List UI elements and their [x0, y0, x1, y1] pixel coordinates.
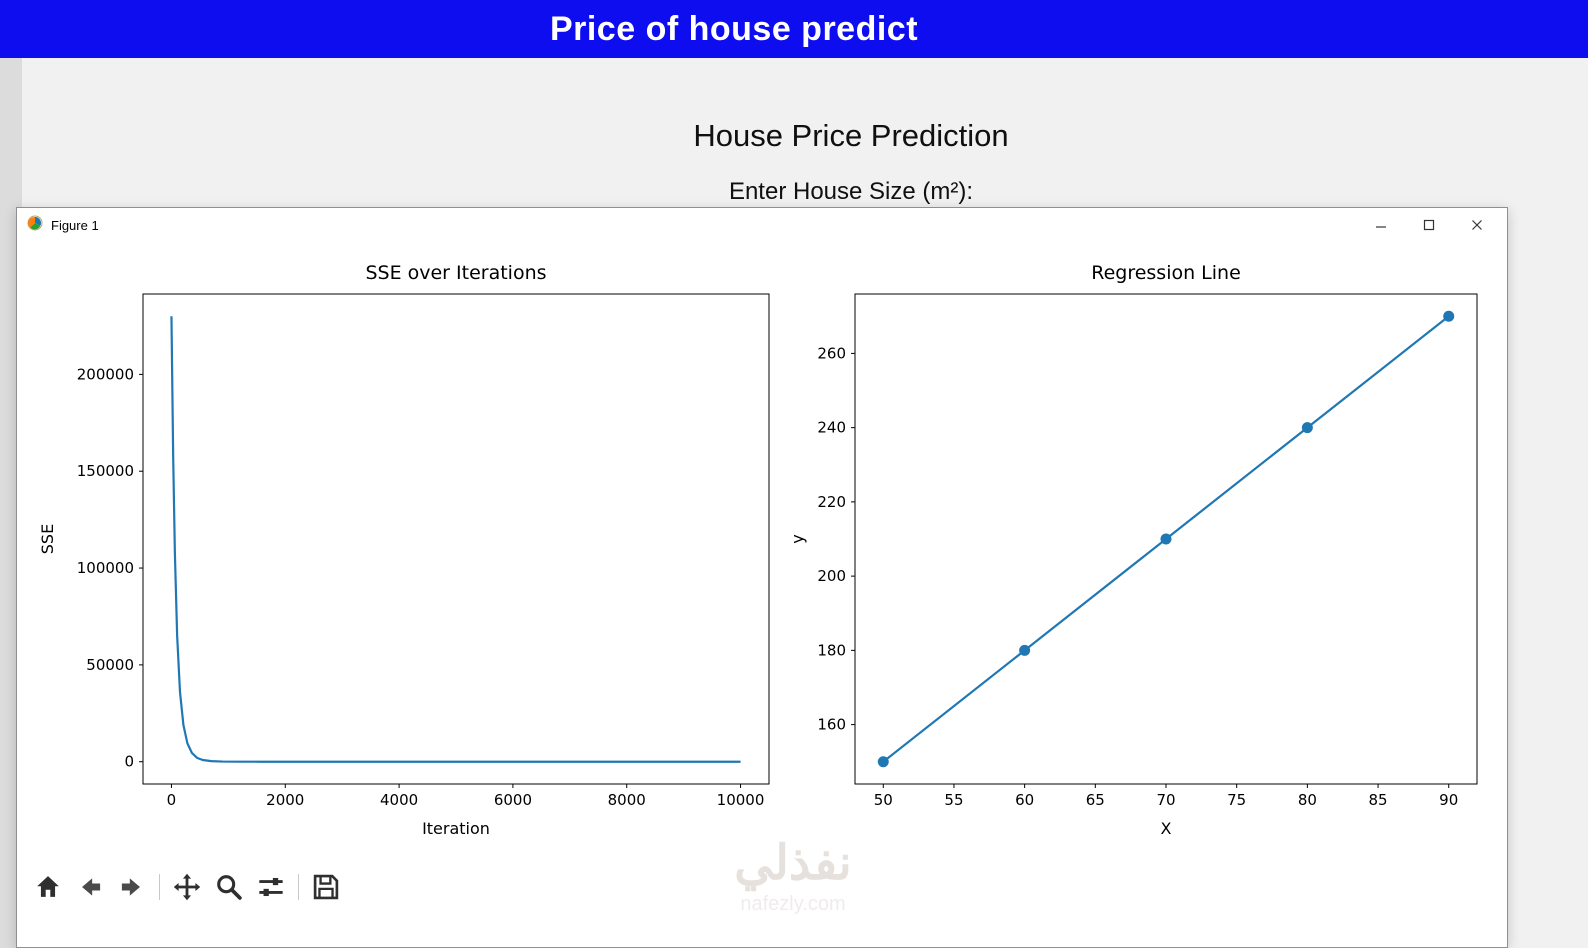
svg-text:10000: 10000	[717, 791, 765, 809]
svg-text:220: 220	[817, 493, 846, 511]
svg-text:240: 240	[817, 419, 846, 437]
svg-text:y: y	[788, 534, 807, 543]
matplotlib-logo-icon	[27, 215, 43, 236]
svg-text:200000: 200000	[77, 365, 134, 383]
svg-text:150000: 150000	[77, 462, 134, 480]
svg-text:6000: 6000	[494, 791, 532, 809]
figure-canvas: 0 2000 4000 6000 8000 10000 0 50000 100000 150000…	[17, 242, 1507, 947]
back-icon[interactable]	[75, 872, 105, 902]
toolbar-separator	[159, 874, 160, 900]
svg-text:55: 55	[944, 791, 963, 809]
svg-text:0: 0	[124, 753, 134, 771]
svg-text:SSE: SSE	[38, 524, 57, 554]
close-icon[interactable]	[1453, 208, 1501, 242]
save-icon[interactable]	[311, 872, 341, 902]
svg-text:SSE over Iterations: SSE over Iterations	[365, 262, 546, 284]
svg-text:90: 90	[1439, 791, 1458, 809]
configure-subplots-icon[interactable]	[256, 872, 286, 902]
banner-title: Price of house predict	[549, 9, 919, 48]
svg-text:Regression Line: Regression Line	[1091, 262, 1241, 284]
svg-text:X: X	[1161, 819, 1172, 838]
svg-text:65: 65	[1086, 791, 1105, 809]
figure-toolbar	[33, 872, 341, 902]
svg-text:8000: 8000	[608, 791, 646, 809]
svg-text:200: 200	[817, 567, 846, 585]
svg-text:60: 60	[1015, 791, 1034, 809]
svg-text:70: 70	[1156, 791, 1175, 809]
svg-text:75: 75	[1227, 791, 1246, 809]
sse-chart: 0 2000 4000 6000 8000 10000 0 50000 100000 150000…	[37, 256, 797, 856]
banner: Price of house predict	[0, 0, 1588, 58]
svg-text:4000: 4000	[380, 791, 418, 809]
svg-text:80: 80	[1298, 791, 1317, 809]
figure-window-titlebar[interactable]: Figure 1	[17, 208, 1507, 242]
page-title: House Price Prediction	[693, 118, 1009, 153]
maximize-icon[interactable]	[1405, 208, 1453, 242]
forward-icon[interactable]	[117, 872, 147, 902]
regression-chart: 50 55 60 65 70 75 80 85 90 160 180 200 220 240 260 Regr…	[787, 256, 1507, 856]
svg-text:100000: 100000	[77, 559, 134, 577]
page-content: House Price Prediction Enter House Size …	[22, 58, 1588, 206]
figure-window: Figure 1 0 2000 4000 6000 8000 10000 0 50000 100…	[16, 207, 1508, 948]
zoom-icon[interactable]	[214, 872, 244, 902]
watermark-domain-text: nafezly.com	[740, 892, 846, 915]
minimize-icon[interactable]	[1357, 208, 1405, 242]
svg-text:160: 160	[817, 716, 846, 734]
svg-text:260: 260	[817, 344, 846, 362]
toolbar-separator	[298, 874, 299, 900]
svg-text:85: 85	[1368, 791, 1387, 809]
figure-window-title: Figure 1	[51, 217, 99, 233]
svg-text:180: 180	[817, 641, 846, 659]
svg-text:50000: 50000	[86, 656, 134, 674]
svg-text:Iteration: Iteration	[422, 819, 490, 838]
svg-text:2000: 2000	[266, 791, 304, 809]
house-size-input-label: Enter House Size (m²):	[728, 178, 974, 205]
home-icon[interactable]	[33, 872, 63, 902]
svg-text:0: 0	[167, 791, 177, 809]
window-controls	[1357, 208, 1501, 242]
svg-text:50: 50	[874, 791, 893, 809]
pan-icon[interactable]	[172, 872, 202, 902]
